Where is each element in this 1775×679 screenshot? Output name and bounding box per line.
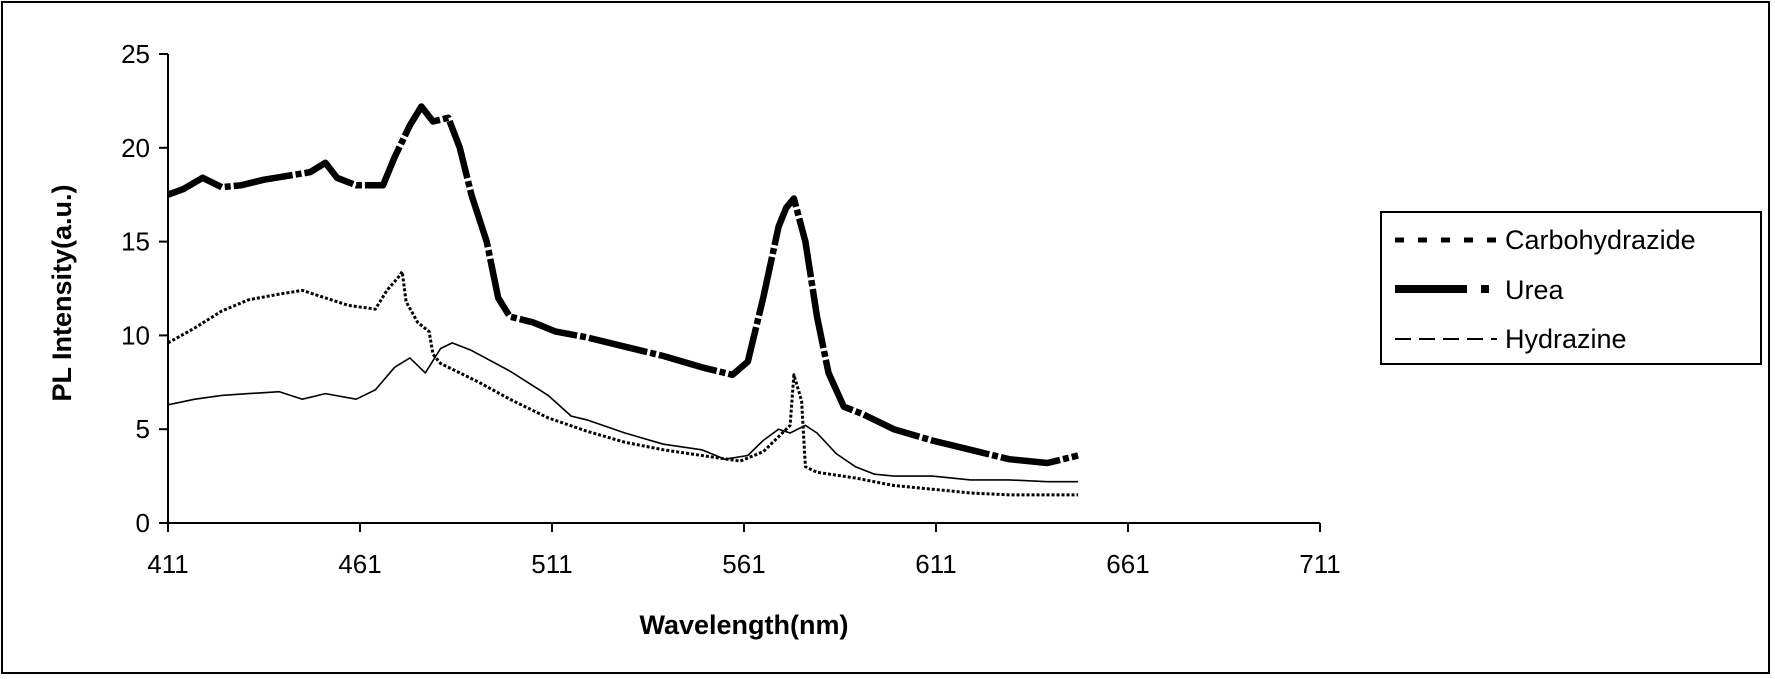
- series-line-hydrazine: [167, 342, 1079, 483]
- series-line-urea: [166, 103, 1079, 467]
- y-tick-label: 25: [121, 39, 150, 69]
- chart-svg: 411 461 511 561 611 661 711 0 5 10 15 20 25 Wavelen…: [47, 39, 1762, 640]
- x-ticks: 411 461 511 561 611 661 711: [147, 523, 1341, 579]
- legend-label-carbohydrazide: Carbohydrazide: [1505, 225, 1696, 255]
- series-line-carbohydrazide: [167, 270, 1079, 497]
- y-axis-title: PL Intensity(a.u.): [47, 184, 77, 401]
- legend-label-hydrazine: Hydrazine: [1505, 324, 1627, 354]
- x-tick-label: 561: [722, 549, 765, 579]
- x-tick-label: 611: [915, 549, 956, 579]
- y-ticks: 0 5 10 15 20 25: [121, 39, 168, 538]
- x-tick-label: 711: [1299, 549, 1340, 579]
- plot-area: [166, 103, 1079, 497]
- legend: Carbohydrazide Urea Hydrazine: [1380, 211, 1762, 365]
- y-tick-label: 15: [121, 227, 150, 257]
- y-tick-label: 5: [136, 414, 150, 444]
- legend-label-urea: Urea: [1505, 275, 1565, 305]
- y-tick-label: 0: [136, 508, 150, 538]
- x-tick-label: 411: [147, 549, 188, 579]
- x-axis-title: Wavelength(nm): [640, 610, 849, 640]
- axes: 411 461 511 561 611 661 711 0 5 10 15 20 25: [121, 39, 1341, 579]
- x-tick-label: 511: [531, 549, 572, 579]
- y-tick-label: 20: [121, 133, 150, 163]
- x-tick-label: 661: [1106, 549, 1149, 579]
- y-tick-label: 10: [121, 320, 150, 350]
- x-tick-label: 461: [338, 549, 381, 579]
